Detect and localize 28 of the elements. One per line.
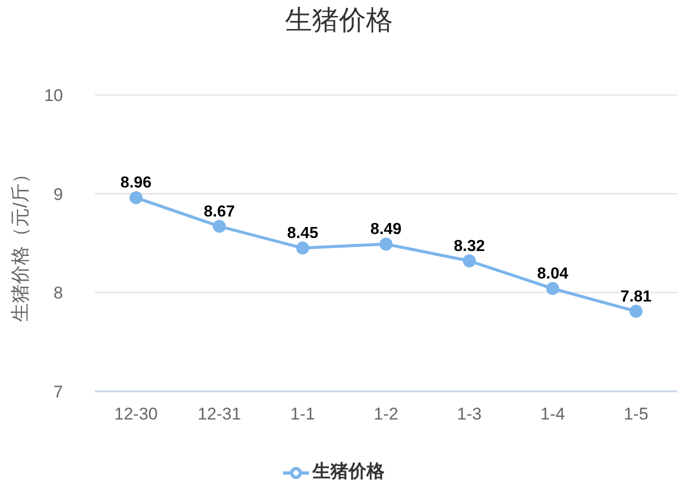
data-label: 8.45 [287,225,318,242]
point [296,242,310,255]
x-tick-label: 1-1 [290,404,315,424]
x-tick-label: 12-30 [114,404,158,424]
legend-label: 生猪价格 [312,461,384,482]
x-tick-label: 1-2 [374,404,398,424]
y-axis-title: 生猪价格（元/斤） [10,164,32,322]
point [462,254,476,268]
data-label: 7.81 [620,288,652,306]
data-label: 8.67 [204,203,236,220]
chart-title: 生猪价格 [284,4,394,37]
point [630,304,642,318]
y-tick-label: 9 [54,184,63,204]
point [546,282,560,296]
y-tick-label: 7 [54,382,63,402]
point [380,238,392,251]
data-label: 8.32 [454,238,486,255]
data-label: 8.96 [120,174,152,192]
y-tick-label: 10 [44,86,63,106]
point [212,220,226,233]
x-tick-label: 12-31 [198,404,242,424]
data-label: 8.04 [537,266,568,283]
x-tick-label: 1-3 [457,404,482,424]
point [130,191,142,204]
x-tick-label: 1-5 [624,404,648,424]
data-label: 8.49 [370,221,402,238]
x-tick-label: 1-4 [540,404,565,424]
y-tick-label: 8 [54,284,63,303]
